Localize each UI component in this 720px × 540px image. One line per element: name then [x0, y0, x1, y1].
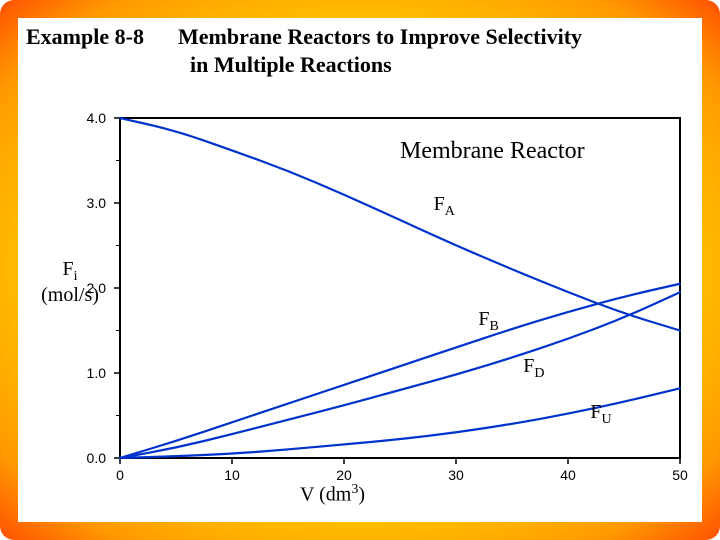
svg-text:3.0: 3.0: [87, 195, 107, 211]
svg-text:10: 10: [224, 467, 240, 483]
series-label-fb: FB: [478, 308, 498, 335]
y-axis-label: Fi (mol/s): [30, 258, 110, 306]
svg-text:40: 40: [560, 467, 576, 483]
series-label-fa: FA: [434, 193, 455, 220]
svg-text:0: 0: [116, 467, 124, 483]
x-axis-label: V (dm3): [300, 482, 365, 507]
svg-text:30: 30: [448, 467, 464, 483]
slide-frame: Example 8-8 Membrane Reactors to Improve…: [0, 0, 720, 540]
svg-text:20: 20: [336, 467, 352, 483]
svg-text:4.0: 4.0: [87, 110, 107, 126]
series-label-fd: FD: [523, 355, 544, 382]
svg-text:50: 50: [672, 467, 688, 483]
svg-text:1.0: 1.0: [87, 365, 107, 381]
svg-text:0.0: 0.0: [87, 450, 107, 466]
chart-title-inside: Membrane Reactor: [400, 138, 585, 165]
series-label-fu: FU: [590, 401, 611, 428]
